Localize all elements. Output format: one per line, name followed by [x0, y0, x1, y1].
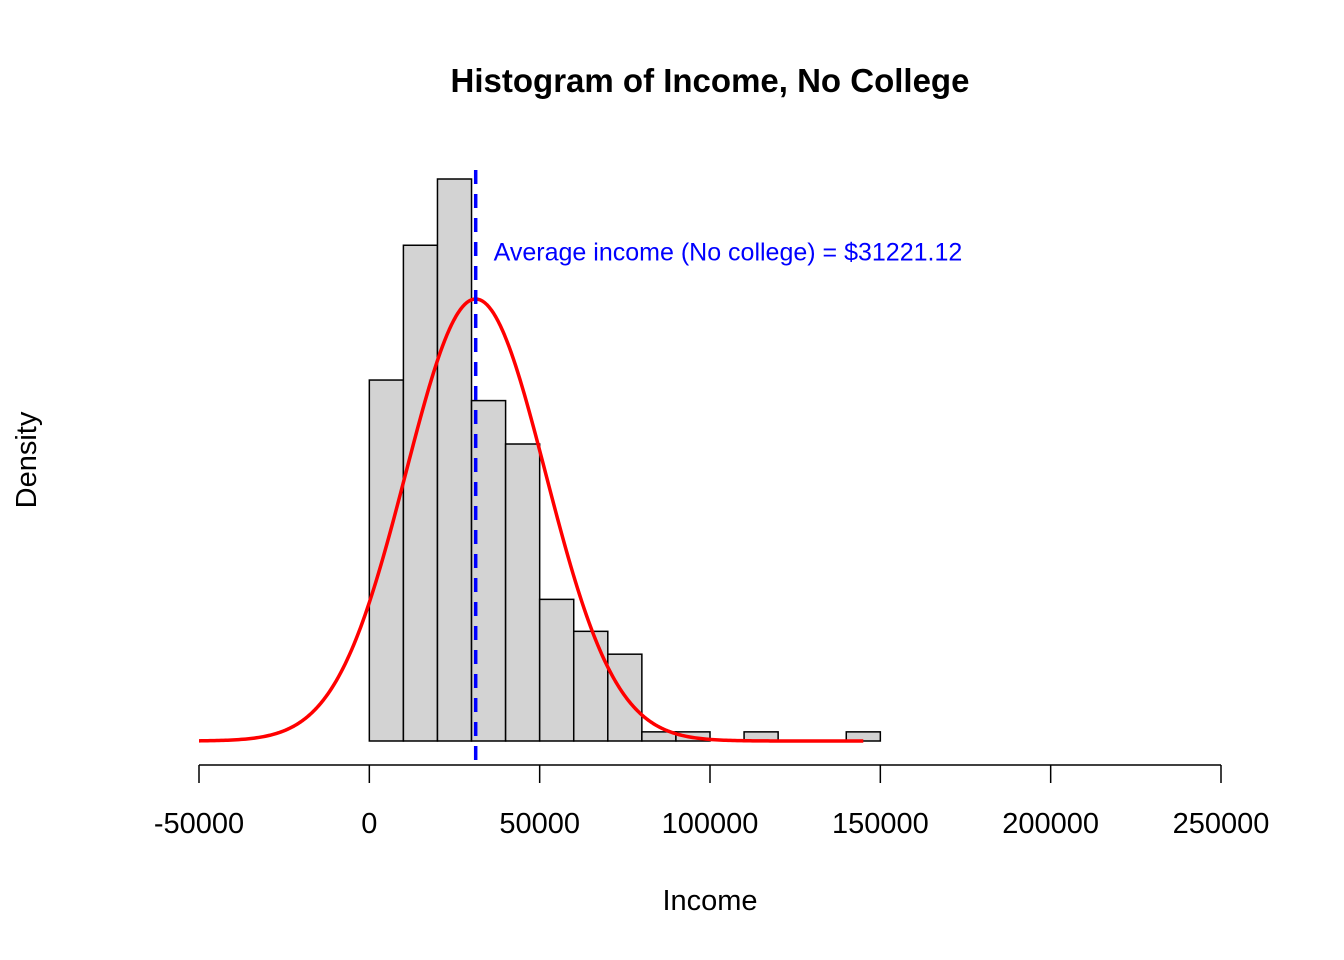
mean-annotation: Average income (No college) = $31221.12	[494, 239, 963, 267]
y-axis-label: Density	[11, 411, 43, 508]
x-tick-label: 0	[361, 808, 377, 840]
x-tick-label: 200000	[1002, 808, 1099, 840]
histogram-bar-7	[572, 630, 609, 742]
histogram-bar-2	[402, 244, 439, 742]
histogram-bar-1	[368, 379, 405, 742]
histogram-bar-5	[504, 443, 541, 742]
x-axis: -50000 0 50000 100000 150000 200000 250000	[154, 764, 1270, 840]
x-tick-label: 250000	[1173, 808, 1270, 840]
normal-curve-layer	[198, 297, 864, 743]
normal-density-curve	[198, 297, 864, 743]
histogram-bar-6	[538, 598, 575, 742]
x-tick-label: 150000	[832, 808, 929, 840]
x-tick-label: 100000	[662, 808, 759, 840]
x-axis-label: Income	[662, 885, 757, 917]
histogram-bar-8	[607, 653, 643, 742]
chart-title: Histogram of Income, No College	[451, 62, 970, 99]
histogram-bar-3	[436, 178, 473, 742]
histogram-bar-4	[470, 399, 507, 742]
x-tick-label: -50000	[154, 808, 244, 840]
x-tick-label: 50000	[499, 808, 580, 840]
